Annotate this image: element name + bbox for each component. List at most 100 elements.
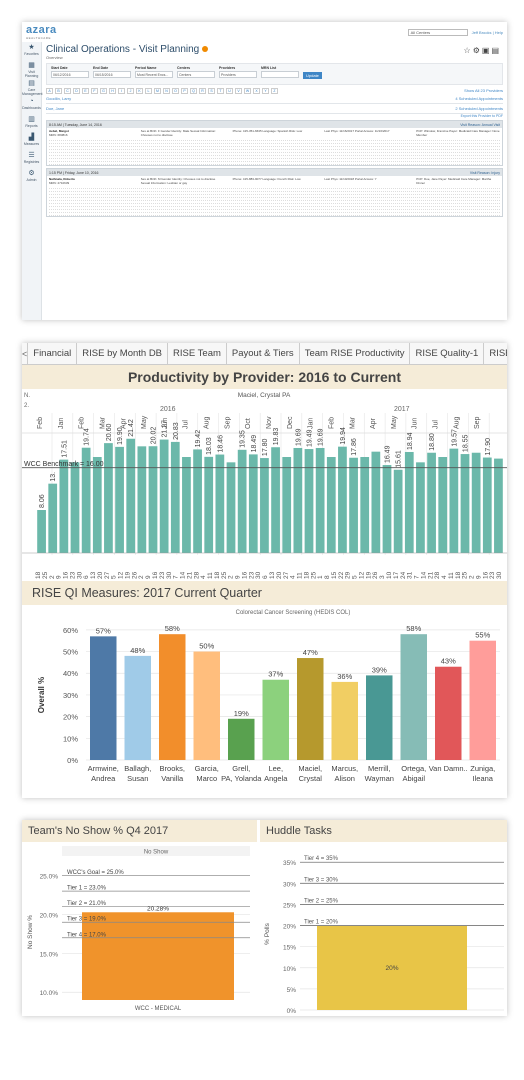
sidebar-item[interactable]: ⚙ Admin: [22, 168, 41, 186]
bar-value-label: 48%: [130, 646, 145, 655]
filter-input[interactable]: 06/15/2016: [93, 71, 131, 78]
provider-row[interactable]: Doe, Jane 2 Scheduled Appointments: [46, 104, 503, 114]
sidebar-item[interactable]: ☰ Registries: [22, 150, 41, 168]
alphabet-letter[interactable]: M: [154, 88, 161, 94]
year-label: 2016: [160, 406, 176, 413]
x-tick-label: 2: [228, 575, 235, 579]
y-tick-label: 0%: [67, 756, 78, 765]
report-icon: ▥: [28, 116, 35, 123]
qi-bar: [435, 666, 462, 760]
productivity-bar: [59, 459, 69, 553]
productivity-bar: [271, 447, 280, 553]
x-category-label: Vanilla: [161, 774, 184, 783]
alphabet-letter[interactable]: S: [208, 88, 215, 94]
alphabet-letter[interactable]: D: [73, 88, 80, 94]
x-category-label: Zuniga,: [470, 764, 495, 773]
filter-input[interactable]: Centers: [177, 71, 215, 78]
filter-input[interactable]: [261, 71, 299, 78]
productivity-bar: [449, 448, 459, 553]
alphabet-letter[interactable]: J: [127, 88, 134, 94]
alphabet-letter[interactable]: Y: [262, 88, 269, 94]
tab-item[interactable]: RISE by Month DB: [77, 343, 169, 364]
alphabet-letter[interactable]: U: [226, 88, 233, 94]
settings-icon[interactable]: ⚙: [472, 46, 482, 55]
alphabet-letter[interactable]: C: [64, 88, 71, 94]
alphabet-letter[interactable]: F: [91, 88, 98, 94]
alphabet-letter[interactable]: X: [253, 88, 260, 94]
detail-line: [49, 192, 500, 195]
x-category-label: Ballagh,: [124, 764, 151, 773]
detail-line: [49, 189, 500, 192]
alphabet-letter[interactable]: B: [55, 88, 62, 94]
x-tick-label: 2: [469, 575, 476, 579]
alphabet-letter[interactable]: O: [172, 88, 179, 94]
x-category-label: Susan: [127, 774, 148, 783]
provider-name[interactable]: Goodlin, Larry: [46, 96, 72, 101]
export-icon[interactable]: ▤: [491, 46, 501, 55]
filter-input[interactable]: 06/12/2016: [51, 71, 89, 78]
detail-line: [49, 207, 500, 210]
alphabet-letter[interactable]: T: [217, 88, 224, 94]
alphabet-letter[interactable]: E: [82, 88, 89, 94]
sidebar-item[interactable]: ★ Favorites: [22, 42, 41, 60]
alphabet-letter[interactable]: Z: [271, 88, 278, 94]
print-icon[interactable]: ▣: [481, 46, 492, 55]
x-tick-label: 27: [283, 571, 290, 579]
alphabet-letter[interactable]: I: [118, 88, 125, 94]
provider-row[interactable]: Goodlin, Larry 4 Scheduled Appointments: [46, 94, 503, 104]
patient-name[interactable]: Aebel, Margot: [49, 129, 69, 133]
x-tick-label: 9: [235, 575, 242, 579]
star-icon[interactable]: ☆: [463, 46, 473, 55]
alphabet-letter[interactable]: Q: [190, 88, 197, 94]
sidebar-item[interactable]: ▦ Visit Planning: [22, 60, 41, 78]
alphabet-letter[interactable]: W: [244, 88, 251, 94]
sidebar-item[interactable]: ▟ Measures: [22, 132, 41, 150]
appointment-header: 1:15 PM | Friday, June 10, 2016 Visit Rea…: [47, 169, 502, 176]
tab-scroll-left-icon[interactable]: <: [22, 343, 29, 364]
filter-label: Period Name: [135, 66, 157, 70]
productivity-bar: [81, 447, 91, 553]
patient-col2: Sex at Birth: F Gender Identity: Male Se…: [140, 129, 216, 137]
alphabet-letter[interactable]: G: [100, 88, 107, 94]
bar-value-label: 19.57: [451, 429, 458, 447]
alphabet-letter[interactable]: N: [163, 88, 170, 94]
sidebar-item[interactable]: ▥ Reports: [22, 114, 41, 132]
update-button[interactable]: Update: [303, 72, 322, 79]
bottom-panels-screenshot: Team's No Show % Q4 2017 Huddle Tasks No…: [22, 820, 507, 1016]
show-all-providers-link[interactable]: Show All 23 Providers: [464, 88, 503, 93]
sidebar-item-label: Favorites: [24, 52, 39, 56]
tab-item[interactable]: RISE Quality-1: [410, 343, 485, 364]
bar-value-label: 20%: [385, 965, 398, 972]
alphabet-letter[interactable]: H: [109, 88, 116, 94]
main-content: ☆⚙▣▤ Clinical Operations - Visit Plannin…: [46, 42, 503, 320]
user-links[interactable]: Jeff Brooks | Help: [471, 29, 503, 35]
center-select[interactable]: All Centers: [407, 28, 468, 36]
tab-item[interactable]: Payout & Tiers: [227, 343, 300, 364]
filter-field: Providers Providers: [219, 66, 257, 82]
alphabet-filter: A B C D E F G H I J K L M N O P Q R S T U V W X Y Z Show All 23 Pr…: [46, 88, 503, 94]
alphabet-letter[interactable]: A: [46, 88, 53, 94]
alphabet-letter[interactable]: P: [181, 88, 188, 94]
provider-name[interactable]: Doe, Jane: [46, 106, 65, 111]
filter-input[interactable]: Providers: [219, 71, 257, 78]
patient-mrn: MRN: 683816: [49, 133, 68, 137]
alphabet-letter[interactable]: K: [136, 88, 143, 94]
alphabet-letter[interactable]: L: [145, 88, 152, 94]
info-badge-icon[interactable]: [202, 46, 209, 53]
patient-name[interactable]: Nathnala, Roberta: [49, 177, 75, 181]
tab-item[interactable]: Team RISE Productivity: [300, 343, 411, 364]
tab-item[interactable]: RISE Quality-2: [484, 343, 507, 364]
x-tick-label: 12: [358, 571, 365, 579]
sidebar-item-label: Measures: [23, 142, 40, 146]
filter-field: MRN List: [261, 66, 299, 82]
sidebar-item[interactable]: ▤ Care Management: [22, 78, 42, 96]
export-provider-link[interactable]: Export this Provider to PDF: [460, 114, 503, 118]
tab-item[interactable]: RISE Team: [168, 343, 227, 364]
alphabet-letter[interactable]: V: [235, 88, 242, 94]
sidebar-item[interactable]: ◔ Dashboards: [22, 96, 41, 114]
filter-input[interactable]: Most Recent Encs...: [135, 71, 173, 78]
tab-item[interactable]: Financial: [28, 343, 78, 364]
reference-label: Tier 1 = 20%: [304, 920, 339, 926]
alphabet-letter[interactable]: R: [199, 88, 206, 94]
appointment-list: 8:15 AM | Tuesday, June 14, 2016 Visit Re…: [46, 120, 503, 217]
